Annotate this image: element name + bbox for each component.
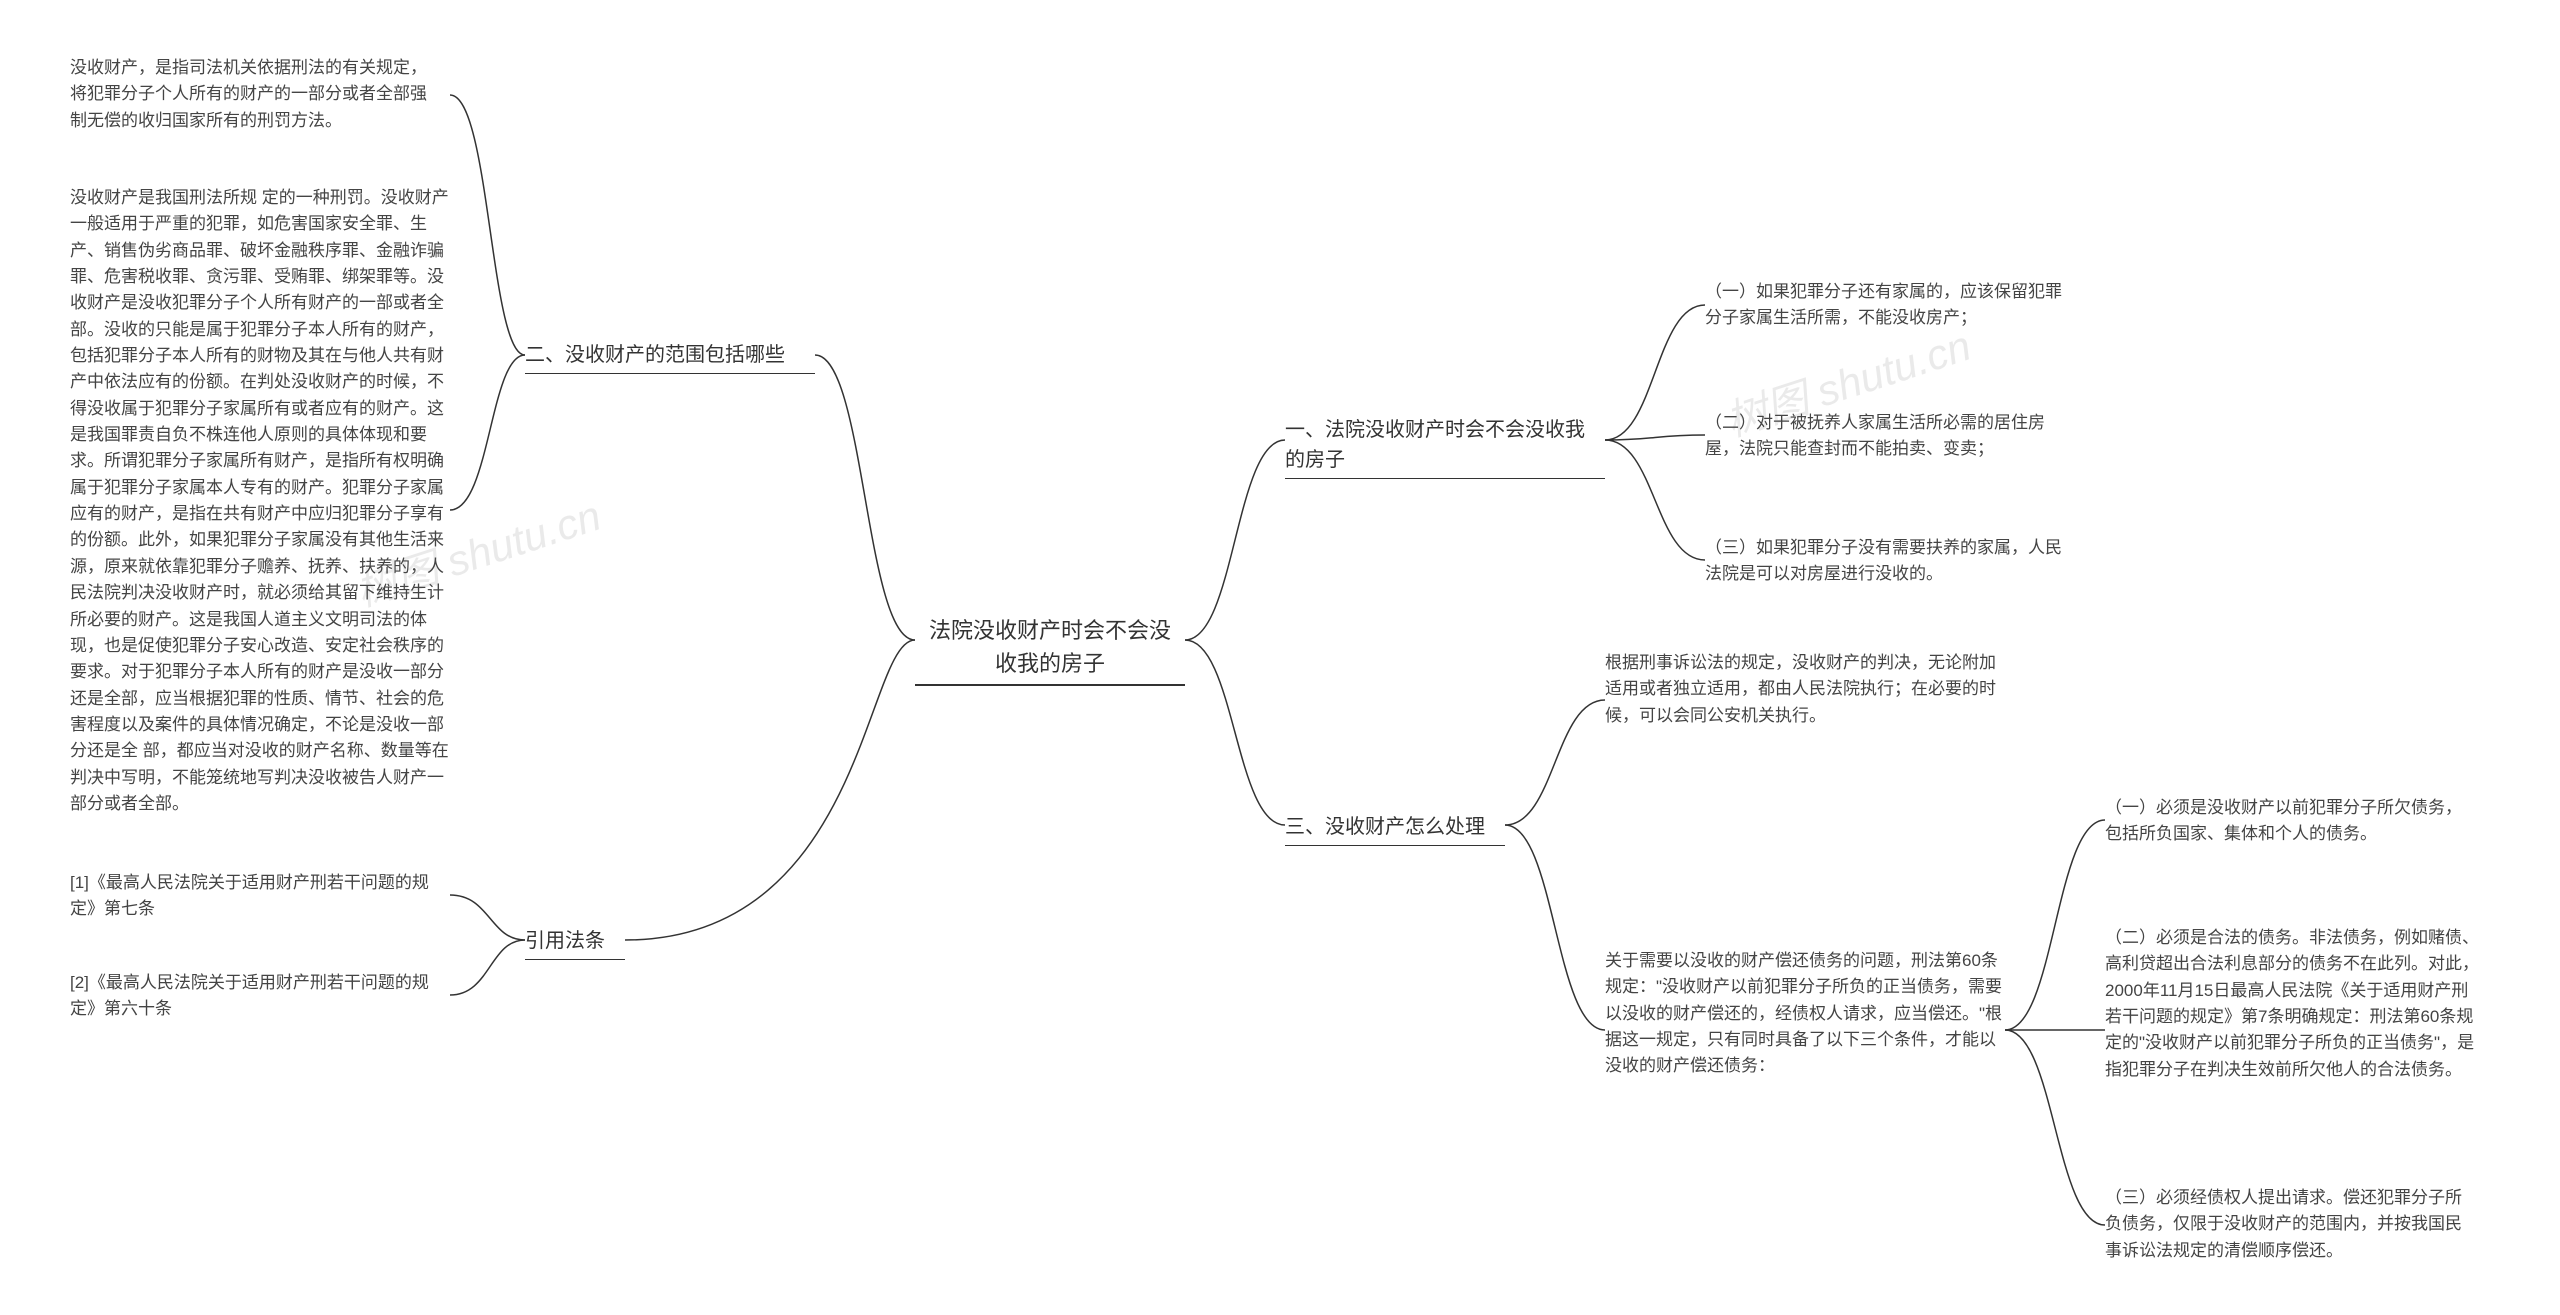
branch-l2: 引用法条: [525, 926, 625, 960]
leaf-r2b1: （一）必须是没收财产以前犯罪分子所欠债务，包括所负国家、集体和个人的债务。: [2105, 795, 2475, 848]
leaf-l1b: 没收财产是我国刑法所规 定的一种刑罚。没收财产一般适用于严重的犯罪，如危害国家安…: [70, 185, 450, 817]
branch-l1: 二、没收财产的范围包括哪些: [525, 340, 815, 374]
branch-r2: 三、没收财产怎么处理: [1285, 812, 1505, 846]
leaf-l2a: [1]《最高人民法院关于适用财产刑若干问题的规定》第七条: [70, 870, 440, 923]
branch-r1-l2: 的房子: [1285, 449, 1345, 471]
leaf-r2b: 关于需要以没收的财产偿还债务的问题，刑法第60条规定："没收财产以前犯罪分子所负…: [1605, 948, 2005, 1080]
leaf-r1a: （一）如果犯罪分子还有家属的，应该保留犯罪分子家属生活所需，不能没收房产；: [1705, 279, 2075, 332]
branch-r1: 一、法院没收财产时会不会没收我 的房子: [1285, 415, 1605, 479]
leaf-l1a: 没收财产，是指司法机关依据刑法的有关规定，将犯罪分子个人所有的财产的一部分或者全…: [70, 55, 440, 134]
leaf-r2b3: （三）必须经债权人提出请求。偿还犯罪分子所负债务，仅限于没收财产的范围内，并按我…: [2105, 1185, 2475, 1264]
root-line1: 法院没收财产时会不会没: [929, 618, 1171, 643]
leaf-r2a: 根据刑事诉讼法的规定，没收财产的判决，无论附加适用或者独立适用，都由人民法院执行…: [1605, 650, 2005, 729]
leaf-r1c: （三）如果犯罪分子没有需要扶养的家属，人民法院是可以对房屋进行没收的。: [1705, 535, 2075, 588]
root-line2: 收我的房子: [995, 651, 1105, 676]
branch-r1-l1: 一、法院没收财产时会不会没收我: [1285, 419, 1585, 441]
leaf-r1b: （二）对于被抚养人家属生活所必需的居住房屋，法院只能查封而不能拍卖、变卖；: [1705, 410, 2075, 463]
root-node: 法院没收财产时会不会没 收我的房子: [915, 614, 1185, 686]
leaf-l2b: [2]《最高人民法院关于适用财产刑若干问题的规定》第六十条: [70, 970, 440, 1023]
leaf-r2b2: （二）必须是合法的债务。非法债务，例如赌债、高利贷超出合法利息部分的债务不在此列…: [2105, 925, 2485, 1083]
